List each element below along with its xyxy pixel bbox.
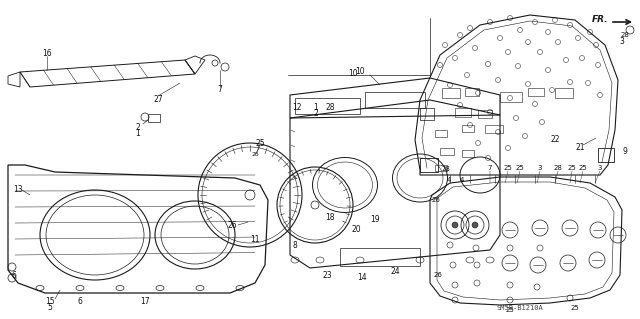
Text: 13: 13 [13, 186, 23, 195]
Bar [148, 114, 160, 122]
Text: 11: 11 [250, 235, 260, 244]
Text: 4: 4 [447, 177, 451, 183]
Circle shape [472, 222, 478, 228]
Text: 25: 25 [251, 152, 259, 158]
Bar [555, 88, 573, 98]
Text: 8: 8 [292, 241, 298, 249]
Text: 4: 4 [460, 177, 464, 183]
Text: 10: 10 [355, 68, 365, 77]
Bar [435, 165, 447, 171]
Text: 6: 6 [77, 298, 83, 307]
Bar [478, 110, 492, 118]
Text: 25: 25 [506, 307, 515, 313]
Text: 25: 25 [504, 165, 513, 171]
Bar [528, 88, 544, 96]
Text: 16: 16 [42, 48, 52, 57]
Bar [500, 92, 522, 102]
Bar [435, 130, 447, 137]
Bar [295, 98, 360, 114]
Text: 25: 25 [516, 165, 524, 171]
Text: 14: 14 [357, 273, 367, 283]
Text: 3: 3 [598, 165, 602, 171]
Text: 25: 25 [579, 165, 588, 171]
Text: 10: 10 [348, 69, 358, 78]
Text: 23: 23 [322, 271, 332, 279]
Text: 21: 21 [575, 144, 585, 152]
Text: 28: 28 [621, 32, 629, 38]
Text: 17: 17 [140, 298, 150, 307]
Text: 24: 24 [390, 268, 400, 277]
Text: 25: 25 [571, 305, 579, 311]
Text: 3: 3 [620, 38, 625, 47]
Bar [598, 148, 614, 162]
Text: 20: 20 [351, 226, 361, 234]
Text: 1: 1 [136, 129, 140, 137]
Text: FR.: FR. [591, 16, 608, 25]
Text: 18: 18 [325, 213, 335, 222]
Bar [420, 158, 438, 172]
Bar [462, 125, 474, 132]
Text: 26: 26 [431, 197, 440, 203]
Text: 28: 28 [554, 165, 563, 171]
Text: 25: 25 [255, 138, 265, 147]
Text: 19: 19 [370, 216, 380, 225]
Text: 2: 2 [314, 108, 318, 117]
Text: 28: 28 [325, 103, 335, 113]
Circle shape [452, 222, 458, 228]
Bar [440, 148, 454, 155]
Text: 28: 28 [442, 166, 451, 172]
Text: 9: 9 [623, 147, 627, 157]
Text: 26: 26 [227, 220, 237, 229]
Text: 5: 5 [47, 302, 52, 311]
Text: 22: 22 [550, 136, 560, 145]
Text: SM5B-B1210A: SM5B-B1210A [497, 305, 543, 311]
Text: 12: 12 [292, 103, 301, 113]
Text: 6: 6 [12, 271, 17, 279]
Text: 15: 15 [45, 298, 55, 307]
Bar [485, 125, 503, 133]
Bar [455, 108, 471, 117]
Text: 3: 3 [538, 165, 542, 171]
Text: 25: 25 [568, 165, 577, 171]
Bar [442, 88, 460, 98]
Bar [462, 150, 474, 157]
Bar [465, 88, 479, 96]
Text: 27: 27 [153, 95, 163, 105]
Text: 7: 7 [218, 85, 223, 94]
Bar [365, 92, 425, 108]
Bar [420, 108, 434, 120]
Text: 1: 1 [314, 103, 318, 113]
Text: 26: 26 [433, 272, 442, 278]
Text: 2: 2 [136, 122, 140, 131]
Text: 7: 7 [488, 165, 492, 171]
Bar [340, 248, 420, 266]
